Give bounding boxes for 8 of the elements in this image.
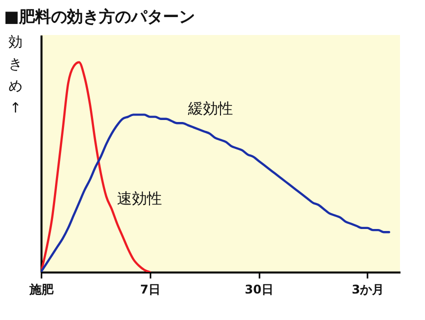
chart-title: ■肥料の効き方のパターン: [4, 7, 196, 26]
y-axis-title: 効きめ↑: [8, 34, 22, 116]
x-tick-label: 施肥: [28, 282, 54, 296]
x-tick-label: 3か月: [352, 282, 384, 296]
series-label: 緩効性: [186, 99, 233, 118]
series-label: 速効性: [117, 190, 162, 208]
x-tick-label: 30日: [244, 282, 274, 296]
x-tick-label: 7日: [140, 282, 160, 296]
